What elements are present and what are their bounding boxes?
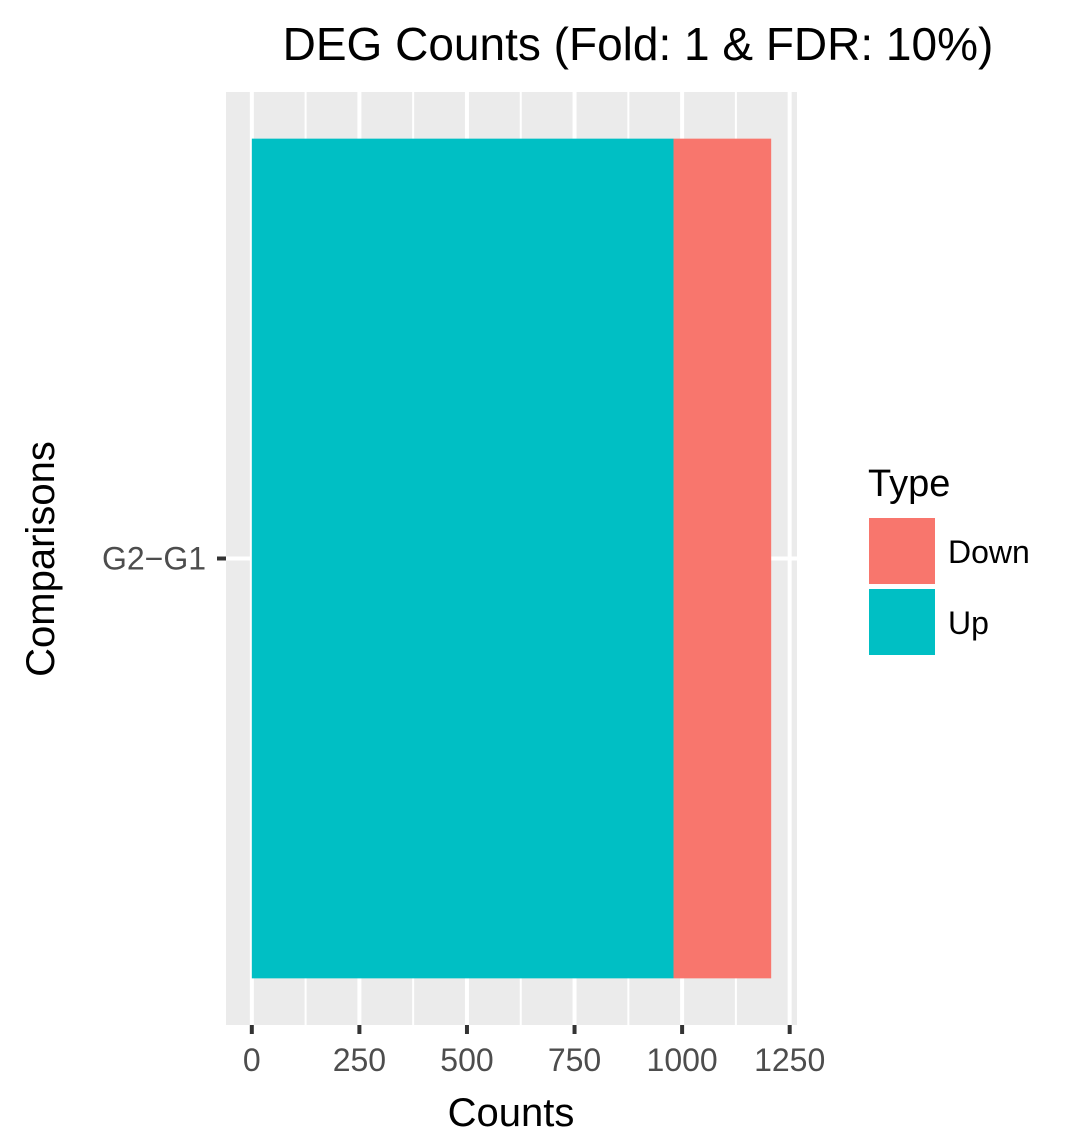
legend-key-down	[869, 518, 935, 584]
legend-items: Down Up	[869, 518, 1030, 655]
x-axis-title: Counts	[448, 1091, 575, 1135]
x-tick-label: 500	[440, 1042, 493, 1078]
bar-down	[673, 138, 772, 979]
legend-key-up	[869, 589, 935, 655]
y-axis-title: Comparisons	[19, 441, 63, 677]
x-tick-label: 1250	[754, 1042, 825, 1078]
legend-label-down: Down	[948, 534, 1030, 570]
x-tick-label: 750	[548, 1042, 601, 1078]
x-tick-label: 1000	[647, 1042, 718, 1078]
x-axis: 0 250 500 750 1000 1250	[243, 1025, 825, 1078]
y-tick-label: G2−G1	[102, 541, 206, 577]
x-tick-label: 0	[243, 1042, 261, 1078]
chart-title: DEG Counts (Fold: 1 & FDR: 10%)	[283, 18, 994, 70]
legend: Type Down Up	[868, 463, 1030, 655]
legend-title: Type	[868, 463, 950, 505]
legend-label-up: Up	[948, 605, 989, 641]
bar-up	[251, 138, 674, 979]
y-axis: G2−G1	[102, 541, 226, 577]
x-tick-label: 250	[333, 1042, 386, 1078]
bar-layer	[251, 138, 772, 979]
